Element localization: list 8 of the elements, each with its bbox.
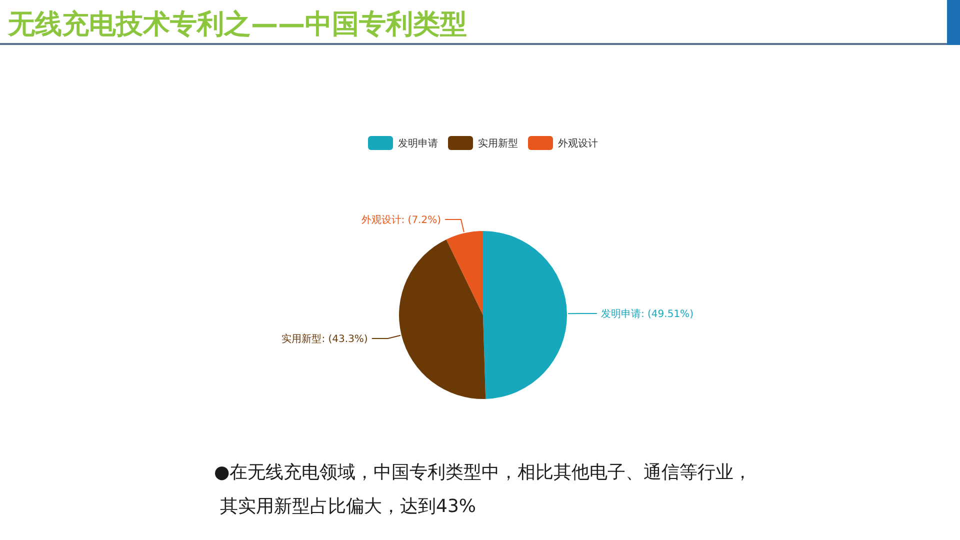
legend-label: 外观设计: [558, 138, 598, 150]
chart-title: 无线充电技术专利之——中国专利类型: [7, 9, 467, 40]
legend-label: 发明申请: [398, 138, 438, 150]
text: ●在无线充电领域，中国专利类型中，相比其他电子、通信等行业，其实用新型占比偏大，达到43%: [214, 461, 753, 519]
data-label: 外观设计: (7.2%): [361, 214, 442, 226]
data-label: 实用新型: (43.3%): [282, 332, 368, 345]
legend-label: 实用新型: [478, 138, 518, 150]
data-label: 发明申请: (49.51%): [600, 308, 694, 320]
